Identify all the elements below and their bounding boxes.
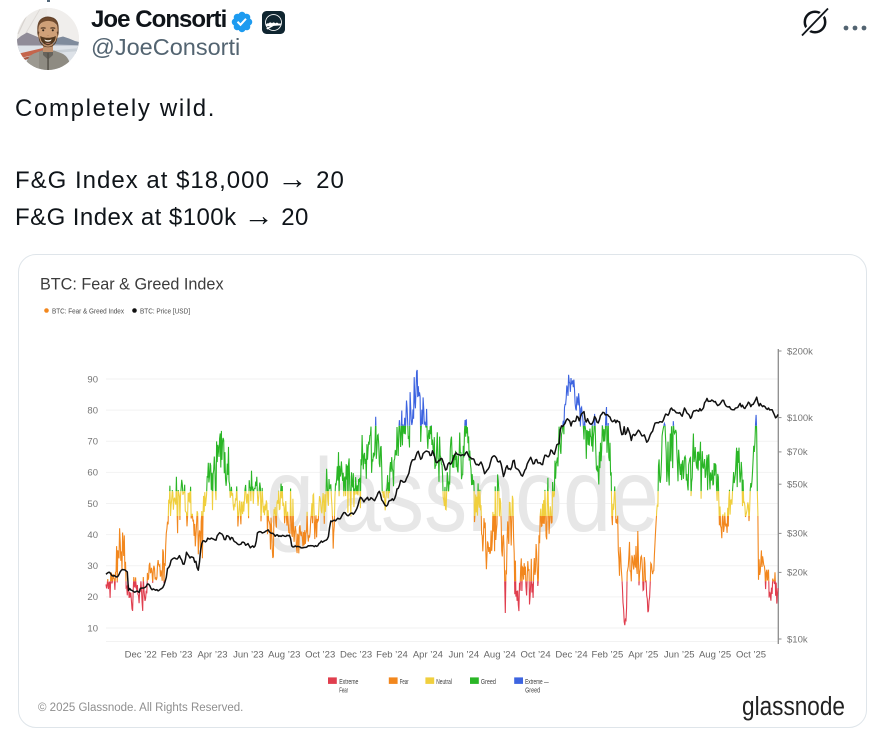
svg-text:$10k: $10k (787, 634, 808, 645)
svg-text:20: 20 (87, 592, 98, 603)
svg-text:Dec ’24: Dec ’24 (555, 650, 587, 661)
svg-text:Oct ’25: Oct ’25 (736, 650, 766, 661)
svg-text:80: 80 (87, 405, 98, 416)
svg-text:$70k: $70k (787, 447, 808, 458)
svg-text:Aug ’24: Aug ’24 (484, 650, 516, 661)
svg-text:BTC: Price [USD]: BTC: Price [USD] (140, 306, 190, 315)
svg-text:30: 30 (87, 561, 98, 572)
svg-text:BTC: Fear & Greed Index: BTC: Fear & Greed Index (52, 306, 124, 315)
svg-text:10: 10 (87, 623, 98, 634)
svg-text:Greed: Greed (525, 688, 540, 695)
svg-text:$200k: $200k (787, 346, 813, 357)
svg-text:$20k: $20k (787, 568, 808, 579)
svg-text:Apr ’24: Apr ’24 (413, 650, 443, 661)
svg-text:Fear: Fear (400, 679, 409, 686)
svg-text:40: 40 (87, 530, 98, 541)
svg-text:BTC: Fear & Greed Index: BTC: Fear & Greed Index (40, 276, 224, 294)
svg-text:Aug ’23: Aug ’23 (268, 650, 300, 661)
svg-text:Feb ’25: Feb ’25 (592, 650, 624, 661)
svg-text:Feb ’23: Feb ’23 (161, 650, 193, 661)
svg-text:© 2025 Glassnode. All Rights R: © 2025 Glassnode. All Rights Reserved. (38, 702, 243, 714)
svg-text:Oct ’24: Oct ’24 (521, 650, 551, 661)
svg-text:Aug ’25: Aug ’25 (699, 650, 731, 661)
svg-text:Extreme —: Extreme — (525, 679, 549, 686)
svg-text:Apr ’25: Apr ’25 (628, 650, 658, 661)
svg-text:Fear: Fear (339, 688, 348, 695)
svg-text:Dec ’23: Dec ’23 (340, 650, 372, 661)
svg-text:Jun ’23: Jun ’23 (233, 650, 264, 661)
svg-text:Extreme: Extreme (339, 679, 358, 686)
svg-text:$100k: $100k (787, 413, 813, 424)
svg-text:60: 60 (87, 468, 98, 479)
svg-text:Dec ’22: Dec ’22 (125, 650, 157, 661)
svg-text:glassnode: glassnode (742, 693, 845, 721)
svg-text:Apr ’23: Apr ’23 (197, 650, 227, 661)
svg-text:Feb ’24: Feb ’24 (376, 650, 408, 661)
svg-text:70: 70 (87, 437, 98, 448)
svg-text:Greed: Greed (481, 679, 496, 686)
svg-text:Oct ’23: Oct ’23 (305, 650, 335, 661)
svg-text:90: 90 (87, 374, 98, 385)
svg-text:$30k: $30k (787, 529, 808, 540)
svg-text:50: 50 (87, 499, 98, 510)
svg-text:Neutral: Neutral (436, 679, 452, 686)
svg-text:$50k: $50k (787, 480, 808, 491)
svg-text:Jun ’24: Jun ’24 (448, 650, 479, 661)
svg-text:Jun ’25: Jun ’25 (664, 650, 695, 661)
